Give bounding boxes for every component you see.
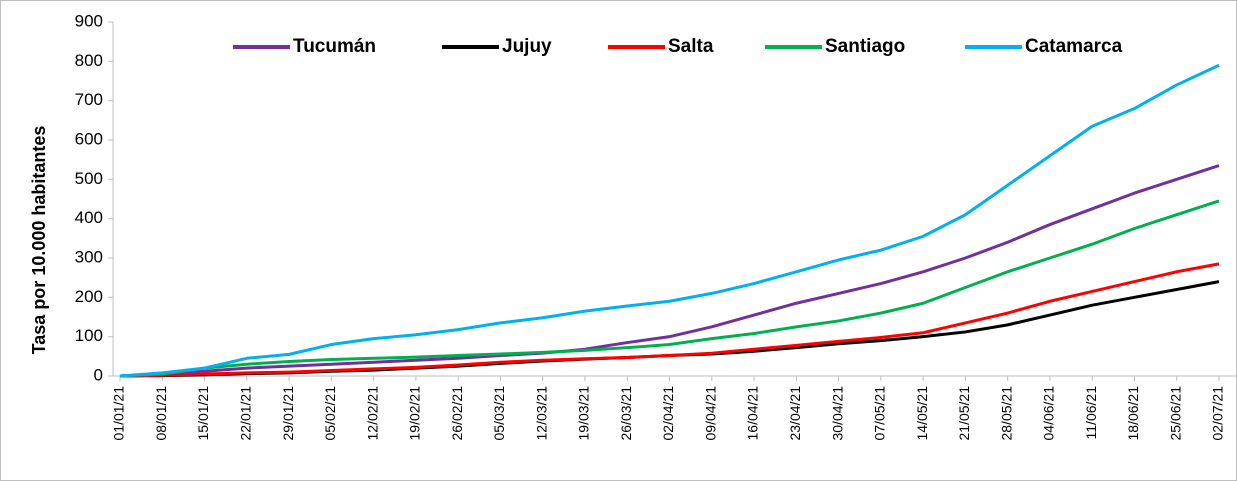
x-tick-label: 30/04/21 [829,386,845,441]
x-tick-label: 14/05/21 [914,386,930,441]
series-line [119,262,1220,378]
y-tick-label: 600 [75,129,103,148]
x-tick-label: 05/03/21 [491,386,507,441]
x-tick-label: 19/03/21 [576,386,592,441]
x-tick-label: 08/01/21 [153,386,169,441]
x-tick-label: 23/04/21 [787,386,803,441]
y-tick-label: 300 [75,247,103,266]
x-tick-label: 09/04/21 [702,386,718,441]
x-tick-label: 05/02/21 [322,386,338,441]
legend-label: Salta [668,36,714,57]
x-tick-label: 21/05/21 [956,386,972,441]
legend-label: Catamarca [1025,36,1123,57]
x-tick-label: 26/03/21 [618,386,634,441]
x-tick-label: 12/03/21 [533,386,549,441]
legend-label: Tucumán [293,36,376,57]
x-tick-label: 26/02/21 [449,386,465,441]
x-tick-label: 04/06/21 [1041,386,1057,441]
x-tick-label: 29/01/21 [280,386,296,441]
x-tick-label: 28/05/21 [998,386,1014,441]
y-axis-title: Tasa por 10.000 habitantes [29,126,49,355]
x-tick-label: 22/01/21 [238,386,254,441]
x-tick-label: 07/05/21 [872,386,888,441]
x-tick-label: 02/07/21 [1210,386,1226,441]
x-tick-label: 15/01/21 [195,386,211,441]
x-tick-label: 01/01/21 [111,386,127,441]
y-tick-label: 700 [75,90,103,109]
y-tick-label: 800 [75,51,103,70]
series-line [119,164,1220,378]
series-line [119,199,1220,378]
series-line [119,63,1220,378]
y-tick-label: 100 [75,326,103,345]
y-tick-label: 200 [75,287,103,306]
y-tick-label: 0 [94,365,103,384]
x-tick-label: 19/02/21 [407,386,423,441]
x-tick-label: 02/04/21 [660,386,676,441]
legend-label: Jujuy [502,36,552,57]
x-tick-label: 25/06/21 [1167,386,1183,441]
x-tick-label: 12/02/21 [364,386,380,441]
y-tick-label: 400 [75,208,103,227]
x-tick-label: 16/04/21 [745,386,761,441]
y-tick-label: 500 [75,169,103,188]
x-tick-label: 18/06/21 [1125,386,1141,441]
legend-label: Santiago [825,36,905,57]
x-tick-label: 11/06/21 [1083,386,1099,440]
y-tick-label: 900 [75,11,103,30]
